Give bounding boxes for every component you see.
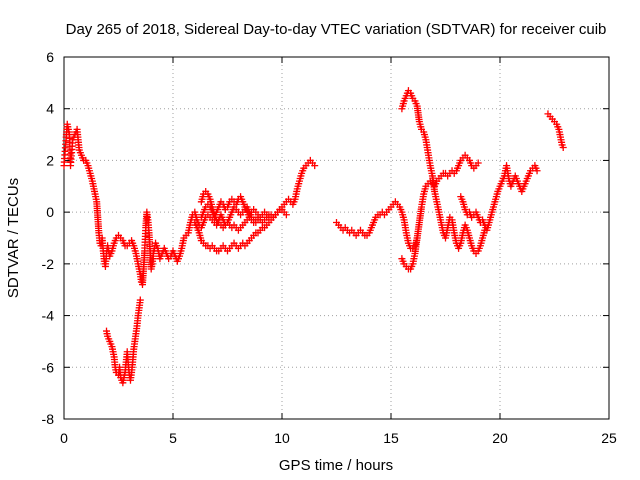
data-point <box>254 211 262 219</box>
data-point <box>136 296 144 304</box>
y-tick-label: -8 <box>42 411 55 427</box>
y-tick-label: 2 <box>46 152 54 168</box>
y-axis-ticks: -8 -6 -4 -2 0 2 4 6 <box>42 49 609 427</box>
series-gap_segment <box>333 198 421 252</box>
series-branch_c <box>197 193 262 221</box>
plot-frame <box>63 56 610 420</box>
data-point <box>282 211 290 219</box>
x-axis-ticks: 0 5 10 15 20 25 <box>60 57 617 446</box>
data-point <box>311 162 319 170</box>
y-tick-label: -2 <box>42 256 55 272</box>
series-peak_segment <box>398 87 489 258</box>
data-point <box>265 211 273 219</box>
y-tick-label: -6 <box>42 359 55 375</box>
grid <box>64 57 609 419</box>
series-low_tail <box>398 151 482 273</box>
y-tick-label: 0 <box>46 204 54 220</box>
data-point <box>559 144 567 151</box>
y-axis-label: SDTVAR / TECUs <box>5 178 22 298</box>
x-tick-label: 10 <box>274 430 290 446</box>
x-axis-label: GPS time / hours <box>279 457 393 474</box>
series-main <box>60 120 319 289</box>
data-point <box>533 167 541 175</box>
data-points <box>60 87 567 387</box>
x-tick-label: 20 <box>492 430 508 446</box>
plot-border <box>63 56 610 420</box>
y-tick-label: 6 <box>46 49 54 65</box>
x-tick-label: 5 <box>169 430 177 446</box>
x-tick-label: 15 <box>383 430 399 446</box>
x-tick-label: 0 <box>60 430 68 446</box>
data-point <box>474 159 482 167</box>
series-branch_a <box>191 206 290 255</box>
series-deep_dip <box>103 296 144 387</box>
x-tick-label: 25 <box>601 430 617 446</box>
series-late_segment <box>457 162 541 234</box>
chart-title: Day 265 of 2018, Sidereal Day-to-day VTE… <box>66 21 607 38</box>
series-end_segment <box>544 110 567 151</box>
y-tick-label: 4 <box>46 101 54 117</box>
y-tick-label: -4 <box>42 308 55 324</box>
